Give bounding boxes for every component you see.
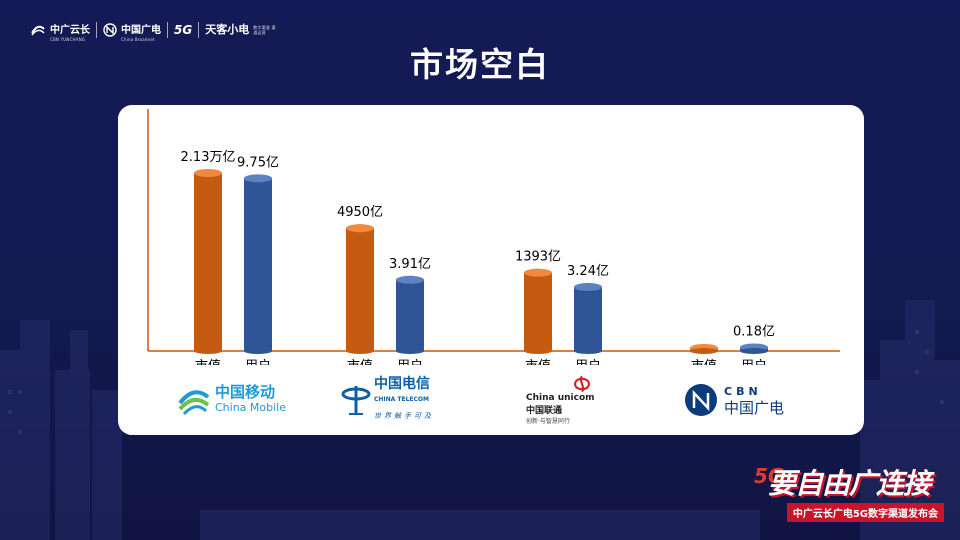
brand-5g: 5G xyxy=(174,23,193,37)
data-label-0-0: 2.13万亿 xyxy=(181,150,236,165)
cbn-logo-icon xyxy=(685,384,717,416)
event-5g-mark: 5G xyxy=(754,464,785,488)
series-label-1-0: 用户 xyxy=(245,358,271,365)
china-telecom-logo-icon xyxy=(341,386,371,415)
brand-name: 5G xyxy=(174,23,193,37)
bar-base-1-0 xyxy=(244,348,272,354)
logo-sub: 创新·与智慧同行 xyxy=(526,418,570,425)
brand-sub: China Broadnet xyxy=(121,37,155,42)
bar-base-0-0 xyxy=(194,348,222,354)
data-label-0-1: 4950亿 xyxy=(337,205,383,220)
brand-separator xyxy=(198,22,200,38)
logo-china-mobile: 中国移动 China Mobile xyxy=(176,375,286,425)
bar-1-0 xyxy=(244,178,272,351)
china-unicom-logo-icon xyxy=(574,375,590,393)
series-label-1-3: 用户 xyxy=(741,358,767,365)
bar-top-1-1 xyxy=(396,275,424,284)
series-label-0-0: 市值 xyxy=(195,358,221,365)
logo-sub: China Mobile xyxy=(215,401,287,414)
logo-sub: CBN xyxy=(724,385,762,398)
brand-sub: 数字渠道 渠道运营 xyxy=(253,25,276,35)
logo-sub: CHINA TELECOM xyxy=(374,396,429,403)
brand-separator xyxy=(167,22,168,38)
logo-name: China unicom 中国联通 xyxy=(526,393,595,416)
event-subtitle: 中广云长广电5G数字渠道发布会 xyxy=(786,503,944,522)
bar-top-0-1 xyxy=(346,224,374,233)
bar-top-1-2 xyxy=(574,282,602,291)
series-label-1-1: 用户 xyxy=(397,358,423,365)
comparison-bar-chart: 2.13万亿市值 9.75亿用户 4950亿市值 3.91亿用户 1393亿市值 3.24… xyxy=(147,109,840,365)
logo-tagline: 世界触手可及 xyxy=(374,412,434,420)
logo-china-unicom: China unicom 中国联通 创新·与智慧同行 xyxy=(526,375,606,425)
event-logo: 5G 要自由广连接 中广云长广电5G数字渠道发布会 xyxy=(754,462,944,522)
header-brand-bar: 中广云长 CBN YUNCHANG 中国广电 China Broadnet 5G… xyxy=(30,18,277,42)
logo-china-telecom: 中国电信 CHINA TELECOM 世界触手可及 xyxy=(340,375,434,425)
bar-0-2 xyxy=(524,272,552,351)
chart-card: 2.13万亿市值 9.75亿用户 4950亿市值 3.91亿用户 1393亿市值 3.24… xyxy=(118,105,864,435)
bar-base-0-2 xyxy=(524,348,552,354)
page-title: 市场空白 xyxy=(410,45,550,84)
bar-0-1 xyxy=(346,228,374,351)
brand-separator xyxy=(96,22,97,38)
series-label-0-2: 市值 xyxy=(525,358,551,365)
bar-top-0-0 xyxy=(194,169,222,177)
series-label-1-2: 用户 xyxy=(575,358,601,365)
brand-cbn-yunchang: 中广云长 CBN YUNCHANG xyxy=(30,18,90,42)
data-label-1-2: 3.24亿 xyxy=(567,264,609,279)
bar-top-1-0 xyxy=(244,174,272,183)
brand-name: 天客小电 xyxy=(205,23,250,36)
series-label-0-3: 市值 xyxy=(691,358,717,365)
logo-name: 中国广电 xyxy=(724,399,785,417)
data-label-1-1: 3.91亿 xyxy=(389,257,431,272)
brand-tianke: 天客小电 数字渠道 渠道运营 xyxy=(205,23,277,36)
bar-base-0-1 xyxy=(346,348,374,354)
series-label-0-1: 市值 xyxy=(347,358,373,365)
data-label-1-0: 9.75亿 xyxy=(237,155,279,170)
bar-0-0 xyxy=(194,173,222,351)
bar-base-1-3 xyxy=(740,348,768,354)
brand-name: 中广云长 xyxy=(50,25,90,36)
brand-china-broadnet: 中国广电 China Broadnet xyxy=(103,18,161,42)
bar-1-1 xyxy=(396,279,424,351)
logo-china-broadnet: CBN 中国广电 xyxy=(684,375,784,425)
cbn-yunchang-logo-icon xyxy=(31,25,45,36)
china-mobile-logo-icon xyxy=(178,390,210,416)
bar-top-0-2 xyxy=(524,268,552,277)
brand-sub: CBN YUNCHANG xyxy=(50,37,86,42)
logo-name: 中国电信 xyxy=(374,376,430,392)
china-broadnet-logo-icon xyxy=(103,23,117,37)
bar-base-0-3 xyxy=(690,348,718,354)
event-slogan: 要自由广连接 xyxy=(767,467,931,500)
bar-1-2 xyxy=(574,286,602,351)
bar-base-1-1 xyxy=(396,348,424,354)
data-label-0-2: 1393亿 xyxy=(515,250,561,265)
brand-name: 中国广电 xyxy=(121,25,161,36)
bar-base-1-2 xyxy=(574,348,602,354)
logo-name: 中国移动 xyxy=(215,383,276,401)
data-label-1-3: 0.18亿 xyxy=(733,324,775,339)
